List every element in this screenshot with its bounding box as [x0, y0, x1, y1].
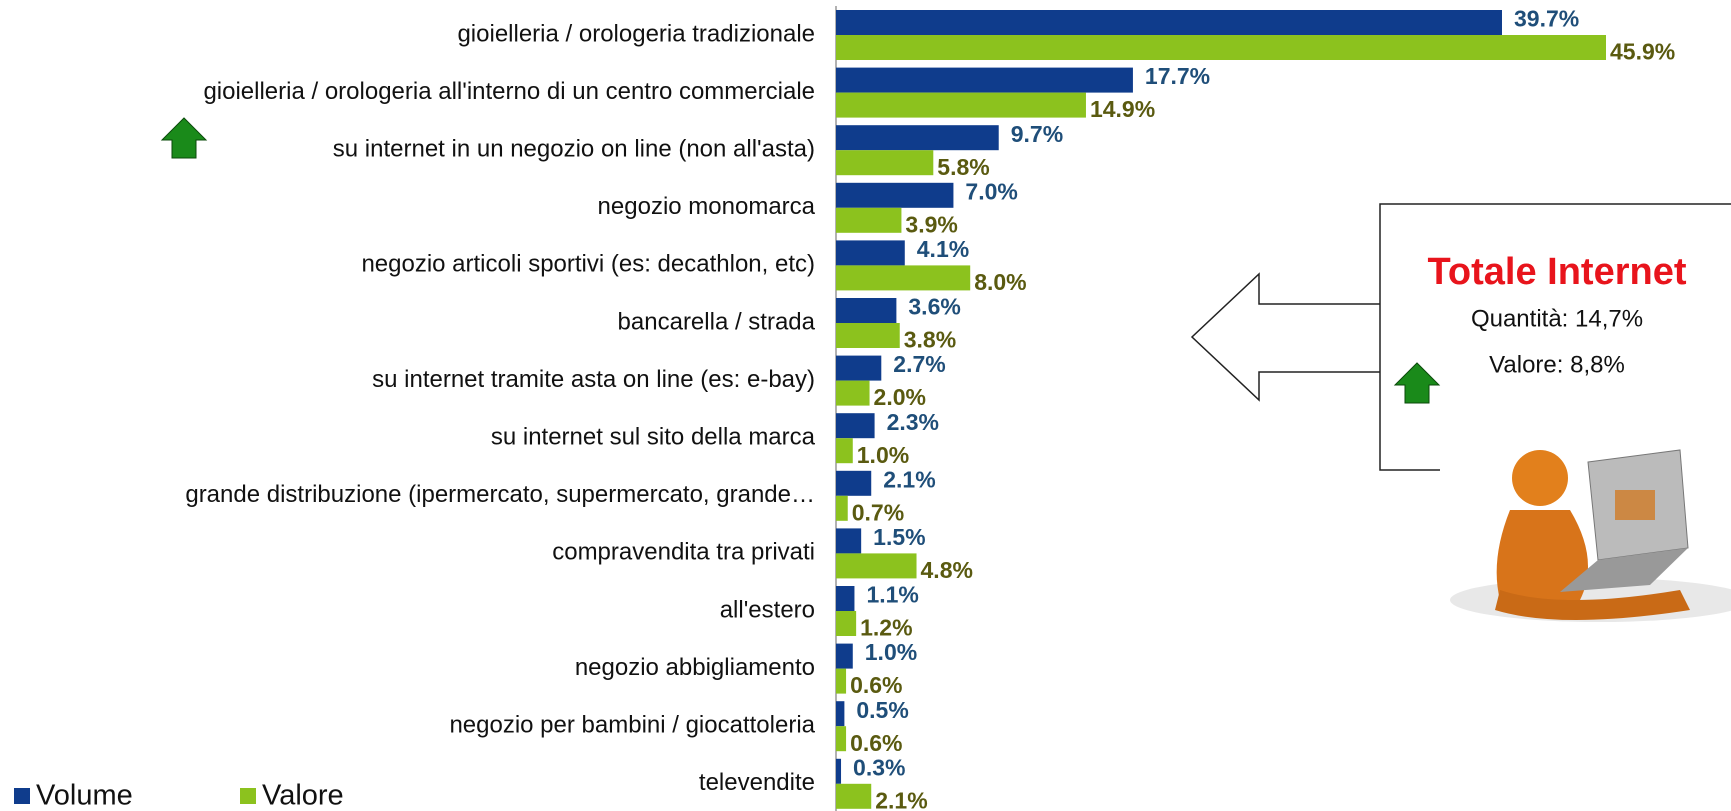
value-label: 1.5%	[873, 524, 925, 550]
category-label: negozio monomarca	[598, 193, 816, 220]
value-label: 45.9%	[1610, 39, 1675, 65]
category-label: negozio per bambini / giocattoleria	[449, 712, 815, 739]
person-illustration	[1450, 450, 1731, 622]
chart: Totale Internet Quantità: 14,7% Valore: …	[0, 0, 1731, 811]
bar	[836, 298, 896, 323]
value-label: 8.0%	[974, 269, 1026, 295]
value-label: 7.0%	[965, 178, 1017, 204]
bar	[836, 669, 846, 694]
value-label: 4.8%	[921, 557, 973, 583]
bar	[836, 10, 1502, 35]
value-label: 2.1%	[883, 466, 935, 492]
value-label: 14.9%	[1090, 96, 1155, 122]
legend-swatch	[14, 788, 30, 804]
bar	[836, 471, 871, 496]
annotation-line: Quantità: 14,7%	[1471, 305, 1643, 332]
category-label: grande distribuzione (ipermercato, super…	[185, 481, 815, 508]
callout-arrow	[1192, 204, 1731, 470]
bar	[836, 701, 844, 726]
value-label: 0.3%	[853, 754, 905, 780]
bar	[836, 356, 881, 381]
category-label: all'estero	[720, 596, 815, 623]
value-label: 2.7%	[893, 351, 945, 377]
bar	[836, 644, 853, 669]
bar	[836, 240, 905, 265]
category-label: su internet tramite asta on line (es: e-…	[372, 366, 815, 393]
annotation-line: Valore: 8,8%	[1489, 351, 1625, 378]
value-label: 3.9%	[905, 211, 957, 237]
bar	[836, 726, 846, 751]
value-label: 0.6%	[850, 672, 902, 698]
annotation-title: Totale Internet	[1428, 251, 1687, 293]
category-label: gioielleria / orologeria tradizionale	[457, 20, 815, 47]
value-label: 0.7%	[852, 499, 904, 525]
bar	[836, 150, 933, 175]
bar	[836, 553, 917, 578]
category-label: televendite	[699, 769, 815, 796]
bar	[836, 784, 871, 809]
value-label: 17.7%	[1145, 63, 1210, 89]
value-label: 1.0%	[857, 442, 909, 468]
category-label: compravendita tra privati	[552, 539, 815, 566]
value-label: 2.3%	[887, 409, 939, 435]
value-label: 3.6%	[908, 294, 960, 320]
legend-swatch	[240, 788, 256, 804]
value-label: 3.8%	[904, 327, 956, 353]
bar	[836, 208, 901, 233]
up-arrow	[162, 118, 206, 158]
category-label: negozio abbigliamento	[575, 654, 815, 681]
category-label: su internet sul sito della marca	[491, 424, 816, 451]
bar	[836, 381, 870, 406]
value-label: 1.2%	[860, 615, 912, 641]
bar	[836, 68, 1133, 93]
bar	[836, 438, 853, 463]
value-label: 1.1%	[866, 582, 918, 608]
bar	[836, 323, 900, 348]
bar	[836, 183, 953, 208]
legend-label: Volume	[36, 780, 133, 811]
value-label: 0.6%	[850, 730, 902, 756]
bar	[836, 528, 861, 553]
bar	[836, 611, 856, 636]
category-label: negozio articoli sportivi (es: decathlon…	[361, 251, 815, 278]
value-label: 2.0%	[874, 384, 926, 410]
value-label: 4.1%	[917, 236, 969, 262]
bar	[836, 586, 854, 611]
bar	[836, 265, 970, 290]
bar	[836, 125, 999, 150]
value-label: 2.1%	[875, 787, 927, 811]
bar	[836, 496, 848, 521]
bar	[836, 413, 875, 438]
value-label: 0.5%	[856, 697, 908, 723]
value-label: 1.0%	[865, 639, 917, 665]
category-label: gioielleria / orologeria all'interno di …	[203, 78, 815, 105]
value-label: 5.8%	[937, 154, 989, 180]
value-label: 39.7%	[1514, 6, 1579, 32]
legend-label: Valore	[262, 780, 344, 811]
bar	[836, 93, 1086, 118]
value-label: 9.7%	[1011, 121, 1063, 147]
bar	[836, 759, 841, 784]
category-label: bancarella / strada	[618, 308, 816, 335]
bar	[836, 35, 1606, 60]
category-label: su internet in un negozio on line (non a…	[333, 136, 815, 163]
